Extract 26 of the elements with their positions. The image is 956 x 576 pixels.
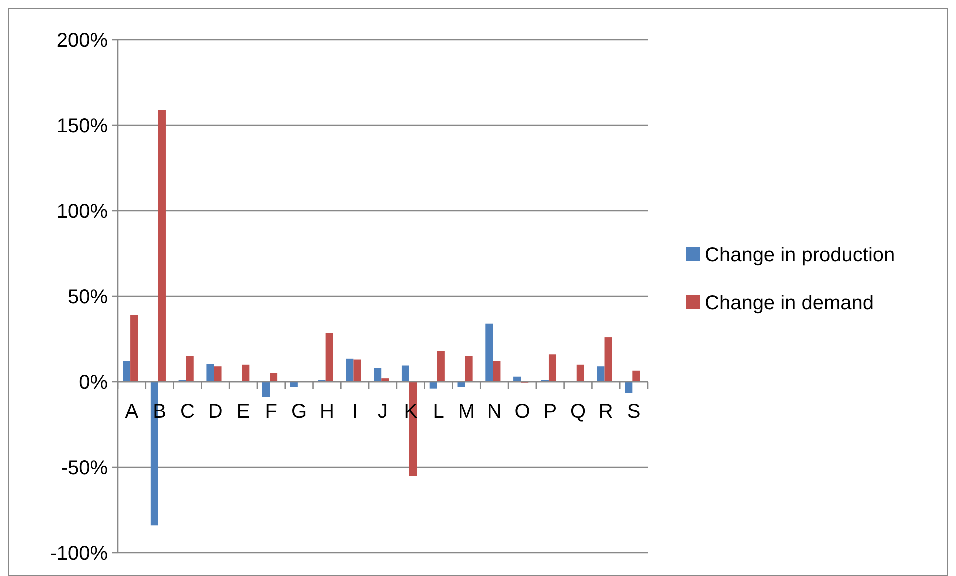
- x-tick-label: C: [180, 401, 195, 423]
- x-tick-label: P: [544, 401, 558, 423]
- x-tick-label: S: [627, 401, 641, 423]
- x-tick-label: O: [514, 401, 530, 423]
- y-tick-label: -50%: [61, 458, 108, 480]
- x-tick-label: D: [208, 401, 223, 423]
- x-tick-label: Q: [570, 401, 586, 423]
- y-tick-label: 0%: [79, 372, 108, 394]
- x-tick-label: M: [458, 401, 476, 423]
- x-tick-label: L: [433, 401, 444, 423]
- y-tick-label: -100%: [50, 543, 108, 565]
- legend-label: Change in demand: [705, 292, 874, 314]
- x-tick-label: F: [265, 401, 278, 423]
- x-tick-label: H: [320, 401, 334, 423]
- legend-label: Change in production: [705, 244, 896, 266]
- y-tick-label: 200%: [56, 30, 108, 52]
- x-tick-label: I: [352, 401, 358, 423]
- x-tick-label: J: [378, 401, 388, 423]
- y-tick-label: 100%: [56, 201, 108, 223]
- x-tick-label: N: [487, 401, 502, 423]
- x-tick-label: A: [125, 401, 140, 423]
- y-tick-label: 50%: [68, 286, 108, 308]
- x-tick-label: E: [236, 401, 250, 423]
- x-tick-label: G: [292, 401, 308, 423]
- x-tick-label: R: [598, 401, 614, 423]
- y-tick-label: 150%: [56, 116, 108, 138]
